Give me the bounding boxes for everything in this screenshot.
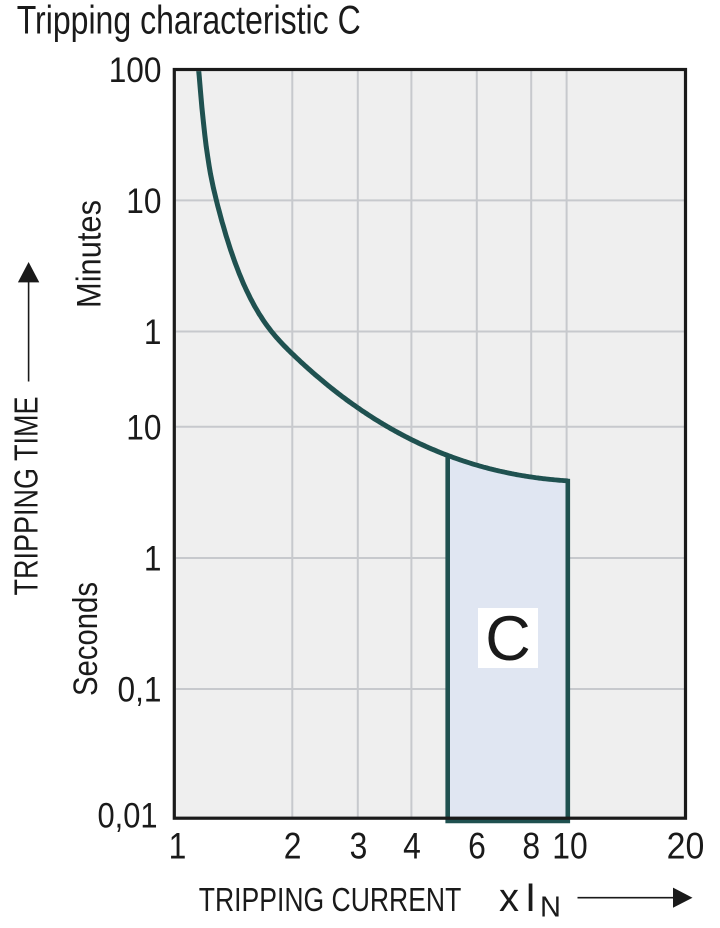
svg-text:TRIPPING TIME: TRIPPING TIME	[8, 397, 45, 596]
svg-text:10: 10	[126, 408, 161, 447]
svg-text:0,1: 0,1	[118, 671, 162, 710]
svg-text:4: 4	[403, 826, 421, 867]
svg-text:1: 1	[144, 313, 162, 352]
svg-text:C: C	[485, 604, 531, 674]
svg-text:10: 10	[126, 182, 161, 221]
svg-text:Seconds: Seconds	[67, 582, 105, 696]
svg-text:8: 8	[522, 826, 540, 867]
svg-text:I: I	[525, 876, 536, 920]
svg-text:TRIPPING CURRENT: TRIPPING CURRENT	[199, 881, 462, 918]
svg-text:Tripping characteristic C: Tripping characteristic C	[17, 0, 361, 42]
svg-text:10: 10	[552, 826, 587, 867]
svg-text:2: 2	[284, 826, 302, 867]
svg-text:Minutes: Minutes	[71, 200, 109, 308]
svg-text:3: 3	[350, 826, 368, 867]
svg-text:0,01: 0,01	[98, 797, 158, 836]
svg-text:1: 1	[169, 826, 187, 867]
svg-text:N: N	[540, 892, 561, 924]
svg-text:x: x	[499, 876, 519, 920]
svg-text:100: 100	[109, 51, 162, 90]
svg-text:1: 1	[144, 540, 162, 579]
svg-text:6: 6	[468, 826, 486, 867]
svg-text:20: 20	[667, 826, 705, 867]
